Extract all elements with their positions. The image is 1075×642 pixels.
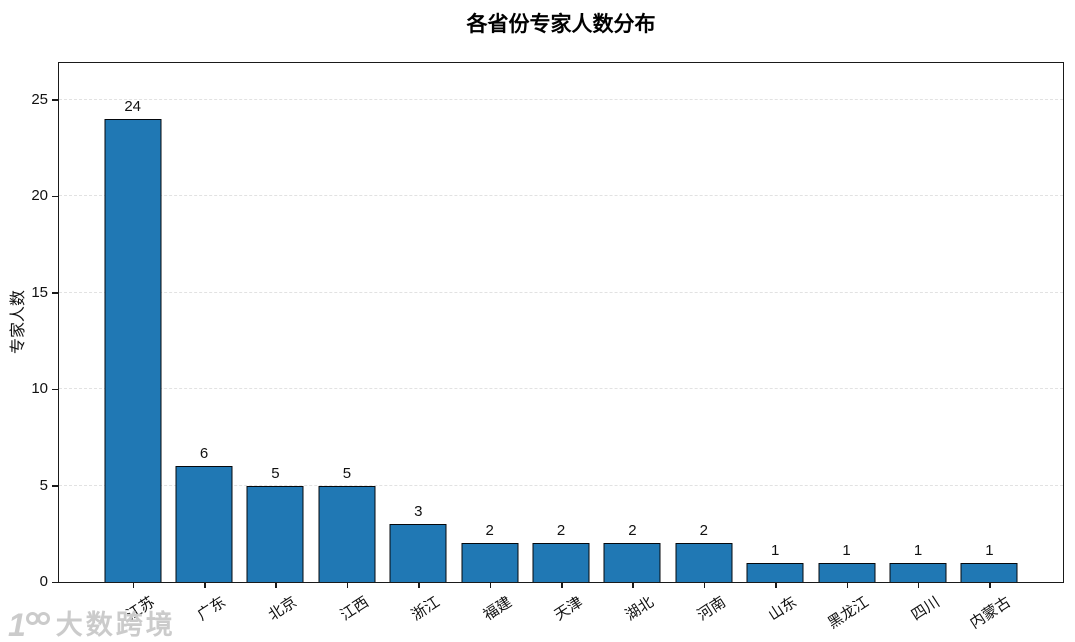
gridline [59, 98, 1063, 100]
y-tick-mark [52, 581, 59, 583]
chart-title: 各省份专家人数分布 [466, 13, 656, 36]
bar-value-label: 3 [414, 503, 423, 521]
bar [104, 118, 162, 582]
x-tick-label: 山东 [765, 593, 801, 625]
y-tick-mark [52, 195, 59, 198]
y-axis-title: 专家人数 [10, 289, 27, 355]
x-tick-label: 北京 [265, 593, 301, 625]
x-tick-mark [418, 582, 420, 588]
bar-value-label: 5 [342, 464, 352, 482]
x-tick-mark [846, 582, 849, 588]
bar-slot: 1 内蒙古 [954, 63, 1025, 632]
bar-value-label: 5 [271, 464, 280, 482]
bar-slot: 24 江苏 [97, 63, 168, 624]
bar-slot: 1 四川 [882, 63, 953, 624]
bar [889, 562, 947, 582]
bar [246, 485, 304, 582]
bar [389, 524, 447, 582]
y-tick-label: 0 [39, 573, 48, 590]
bar [746, 562, 804, 582]
gridline [59, 484, 1063, 486]
x-tick-mark [132, 582, 135, 588]
x-tick-label: 浙江 [408, 593, 444, 625]
bar-value-label: 1 [985, 541, 994, 559]
bar [603, 543, 661, 582]
y-tick-mark [52, 99, 59, 101]
bar-slot: 2 天津 [525, 63, 596, 624]
x-tick-label: 江西 [337, 593, 372, 625]
bar [175, 466, 233, 582]
x-tick-label: 黑龙江 [824, 593, 872, 633]
x-tick-mark [204, 582, 206, 588]
x-tick-mark [989, 582, 991, 588]
y-tick-label: 20 [31, 187, 48, 205]
plot-area: 24 江苏 6 广东 5 北京 5 江西 3 浙江 2 福建 2 天津 2 湖北 2 河南 1 山东 1 黑龙江 1 四川 1 内… [31, 62, 1064, 632]
bar [318, 485, 376, 582]
bar [532, 543, 590, 582]
y-tick-mark [52, 485, 59, 487]
x-tick-label: 湖北 [622, 593, 658, 625]
x-tick-mark [346, 582, 349, 588]
bar-slot: 2 福建 [454, 63, 525, 624]
x-tick-mark [489, 582, 492, 588]
x-tick-mark [917, 582, 920, 588]
y-tick-mark [52, 388, 59, 391]
watermark-text: 大数跨境 [55, 610, 176, 640]
bar-value-label: 2 [628, 522, 637, 540]
x-tick-label: 福建 [480, 593, 515, 625]
y-tick-label: 10 [31, 380, 48, 398]
bar-slot: 1 山东 [740, 63, 811, 624]
bar [461, 543, 519, 582]
bar-slot: 2 湖北 [597, 63, 668, 624]
bar-value-label: 6 [199, 445, 209, 463]
y-tick-label: 5 [39, 476, 48, 494]
bar-slot: 1 黑龙江 [811, 63, 882, 632]
bar [675, 543, 733, 582]
gridline [59, 195, 1063, 197]
bar-value-label: 1 [842, 541, 851, 559]
x-tick-mark [561, 582, 563, 588]
bar-value-label: 1 [913, 541, 923, 559]
bar-value-label: 24 [124, 97, 142, 115]
bar [960, 562, 1018, 582]
bar-slot: 6 广东 [168, 63, 239, 624]
bar-slot: 5 江西 [311, 63, 382, 624]
bar [818, 562, 876, 582]
bar-value-label: 1 [771, 541, 780, 559]
y-tick-label: 15 [31, 283, 48, 301]
x-tick-mark [632, 582, 634, 588]
x-tick-mark [275, 582, 277, 588]
y-tick-label: 25 [31, 90, 48, 108]
y-tick-mark [52, 292, 59, 294]
x-tick-label: 河南 [694, 593, 729, 625]
x-tick-label: 内蒙古 [967, 593, 1015, 633]
bar-value-label: 2 [485, 522, 494, 540]
x-tick-label: 广东 [194, 593, 229, 625]
bars-container: 24 江苏 6 广东 5 北京 5 江西 3 浙江 2 福建 2 天津 2 湖北 2 河南 1 山东 1 黑龙江 1 四川 1 内… [59, 63, 1063, 632]
x-tick-label: 四川 [908, 593, 943, 625]
bar-value-label: 2 [556, 522, 566, 540]
bar-slot: 2 河南 [668, 63, 739, 624]
bar-value-label: 2 [699, 522, 708, 540]
watermark: 1 大数跨境 [8, 609, 176, 641]
watermark-logo-icon: 1 [8, 609, 50, 641]
x-tick-mark [703, 582, 706, 588]
bar-slot: 5 北京 [240, 63, 311, 624]
bar-slot: 3 浙江 [383, 63, 454, 624]
x-tick-mark [775, 582, 777, 588]
x-tick-label: 天津 [551, 593, 586, 625]
gridline [59, 291, 1063, 293]
gridline [59, 388, 1063, 390]
